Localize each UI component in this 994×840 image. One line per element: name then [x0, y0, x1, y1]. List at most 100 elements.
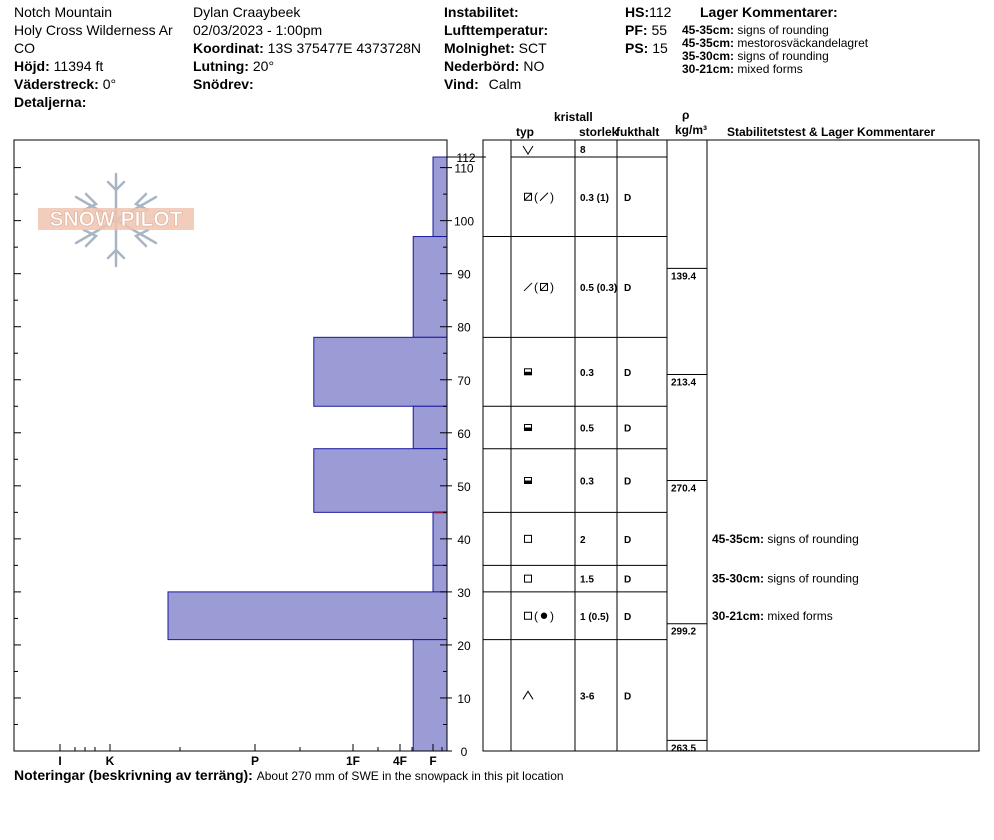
moisture-value: D: [624, 283, 631, 294]
sky-value: SCT: [518, 40, 547, 56]
svg-text:): ): [550, 609, 554, 623]
elevation-row: Höjd: 11394 ft: [14, 58, 103, 74]
layer-comments-title: Lager Kommentarer:: [700, 4, 838, 20]
drift-label: Snödrev:: [193, 76, 254, 92]
hardness-tick-label: P: [251, 754, 259, 768]
depth-tick-label: 70: [457, 374, 471, 388]
instability-row: Instabilitet:: [444, 4, 519, 20]
wind-value: Calm: [488, 76, 522, 92]
density-value: 299.2: [671, 627, 696, 638]
facet-icon: [524, 534, 532, 543]
depth-tick-label: 20: [457, 639, 471, 653]
grain-size: 3-6: [580, 691, 595, 702]
aspect-row: Väderstreck: 0°: [14, 76, 116, 92]
depth-tick-label: 50: [457, 480, 471, 494]
hs-value: 112: [649, 4, 672, 20]
depth-tick-label: 100: [454, 215, 474, 229]
area-name: Holy Cross Wilderness Ar: [14, 22, 173, 38]
density-value: 139.4: [671, 271, 696, 282]
depth-tick-label: 110: [454, 162, 473, 176]
snowpilot-logo: SNOW PILOT: [38, 172, 194, 268]
moisture-value: D: [624, 423, 631, 434]
observation-datetime: 02/03/2023 - 1:00pm: [193, 22, 323, 38]
layer-comment-1: 45-35cm: signs of rounding: [682, 24, 829, 37]
observer-name: Dylan Craaybeek: [193, 4, 301, 20]
coordinate-value: 13S 375477E 4373728N: [267, 40, 422, 56]
pf-value: 55: [651, 22, 668, 38]
layer-comment-4: 30-21cm: mixed forms: [682, 63, 803, 76]
moisture-value: D: [624, 691, 631, 702]
hardness-tick-label: 1F: [346, 754, 360, 768]
precip-value: NO: [523, 58, 545, 74]
density-value: 213.4: [671, 377, 696, 388]
melt-freeze-icon: [524, 368, 532, 376]
rho-header: ρ: [682, 108, 690, 122]
layer-comment-2: 45-35cm: mestorosväckandelagret: [682, 37, 868, 50]
surface-size: 8: [580, 145, 586, 156]
location-name: Notch Mountain: [14, 4, 113, 20]
hardness-tick-label: I: [58, 754, 61, 768]
notes-label: Noteringar (beskrivning av terräng):: [14, 767, 253, 783]
coordinate-row: Koordinat: 13S 375477E 4373728N: [193, 40, 421, 56]
hardness-bar: [432, 156, 448, 238]
grain-size: 1.5: [580, 575, 594, 586]
slope-label: Lutning:: [193, 58, 249, 74]
depth-tick-label: 80: [457, 321, 471, 335]
svg-text:(: (: [534, 280, 538, 294]
airtemp-row: Lufttemperatur:: [444, 22, 548, 38]
density-value: 263.5: [671, 743, 696, 754]
size-header: storlek: [579, 125, 619, 139]
grain-size: 1 (0.5): [580, 612, 609, 623]
drift-row: Snödrev:: [193, 76, 254, 92]
hardness-tick-label: F: [429, 754, 436, 768]
moisture-value: D: [624, 368, 631, 379]
layer-comment-text: signs of rounding: [737, 49, 829, 63]
hs-label: HS:: [625, 4, 650, 20]
wind-row: Vind: Calm: [444, 76, 521, 92]
type-header: typ: [516, 125, 534, 139]
stability-comment: 45-35cm: signs of rounding: [712, 532, 859, 546]
sky-label: Molnighet:: [444, 40, 515, 56]
stability-comment: 35-30cm: signs of rounding: [712, 572, 859, 586]
grain-size: 0.3: [580, 477, 594, 488]
grain-size: 0.5: [580, 423, 594, 434]
depth-tick-label: 30: [457, 586, 471, 600]
hardness-bar: [432, 564, 448, 593]
airtemp-label: Lufttemperatur:: [444, 22, 549, 38]
logo-text: SNOW PILOT: [50, 208, 183, 231]
slope-value: 20°: [252, 58, 275, 74]
depth-tick-label: 90: [457, 268, 471, 282]
moisture-header: fukthalt: [616, 125, 660, 139]
notes-row: Noteringar (beskrivning av terräng): Abo…: [14, 767, 564, 783]
depth-tick-label: 0: [461, 745, 468, 759]
ps-value: 15: [652, 40, 668, 56]
aspect-label: Väderstreck:: [14, 76, 99, 92]
notes-text: About 270 mm of SWE in the snowpack in t…: [256, 769, 564, 783]
hardness-bar: [412, 639, 448, 752]
grain-size: 0.5 (0.3): [580, 283, 617, 294]
grain-size: 0.3 (1): [580, 193, 609, 204]
melt-freeze-icon: [524, 423, 532, 431]
sky-row: Molnighet: SCT: [444, 40, 547, 56]
rounding-facet-icon: (): [523, 280, 554, 294]
hs-tick-label: 112: [456, 151, 475, 165]
facet-icon: [524, 574, 532, 583]
hardness-tick-label: 4F: [393, 754, 407, 768]
slope-row: Lutning: 20°: [193, 58, 274, 74]
profile-table-frame: [482, 139, 980, 752]
ps-row: PS: 15: [625, 40, 668, 56]
hardness-bar: [412, 405, 448, 450]
wind-label: Vind:: [444, 76, 479, 92]
hardness-chart-frame: [13, 139, 448, 752]
layer-comment-range: 30-21cm:: [682, 62, 735, 76]
instability-label: Instabilitet:: [444, 4, 519, 20]
aspect-value: 0°: [102, 76, 117, 92]
grain-size: 0.3: [580, 368, 594, 379]
hardness-bar: [313, 448, 448, 513]
precip-row: Nederbörd: NO: [444, 58, 544, 74]
moisture-value: D: [624, 612, 631, 623]
coordinate-label: Koordinat:: [193, 40, 264, 56]
layer-comment-text: signs of rounding: [737, 23, 829, 37]
moisture-value: D: [624, 535, 631, 546]
